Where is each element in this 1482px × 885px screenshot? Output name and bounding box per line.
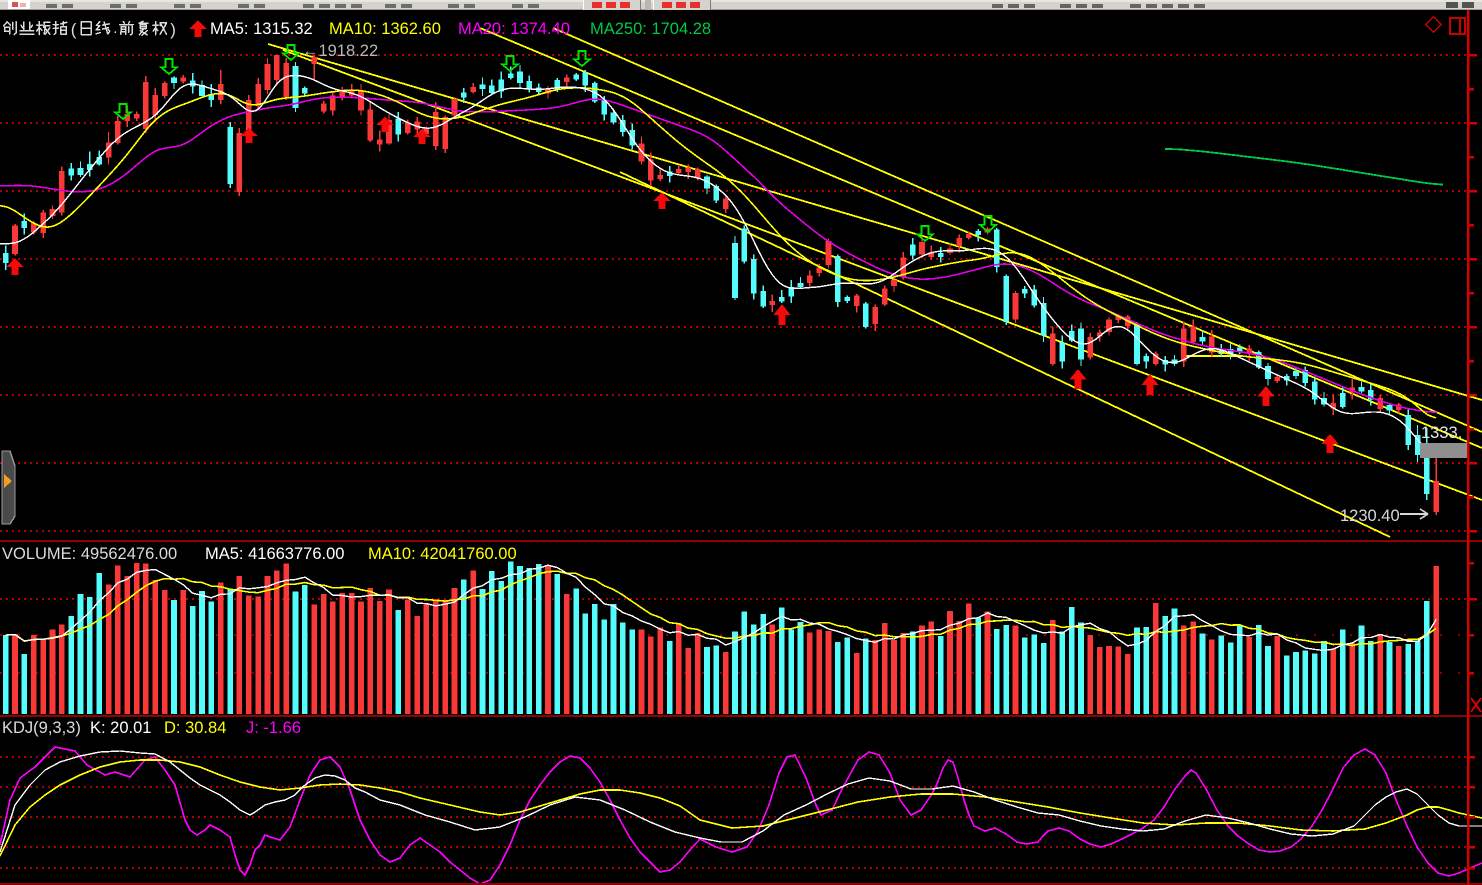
svg-text:(: ( xyxy=(71,20,77,39)
svg-text:1333.: 1333. xyxy=(1421,424,1462,442)
svg-text:MA10: 42041760.00: MA10: 42041760.00 xyxy=(368,545,517,563)
svg-text:J: -1.66: J: -1.66 xyxy=(246,719,301,737)
svg-text:←1918.22: ←1918.22 xyxy=(302,42,378,60)
svg-text:MA250: 1704.28: MA250: 1704.28 xyxy=(590,20,711,38)
svg-text:K: 20.01: K: 20.01 xyxy=(90,719,151,737)
svg-text:VOLUME: 49562476.00: VOLUME: 49562476.00 xyxy=(2,545,177,563)
svg-text:MA20: 1374.40: MA20: 1374.40 xyxy=(458,20,570,38)
svg-text:MA5: 1315.32: MA5: 1315.32 xyxy=(210,20,313,38)
svg-text:D: 30.84: D: 30.84 xyxy=(164,719,226,737)
svg-text:MA10: 1362.60: MA10: 1362.60 xyxy=(329,20,441,38)
svg-text:KDJ(9,3,3): KDJ(9,3,3) xyxy=(2,719,81,737)
svg-text:MA5: 41663776.00: MA5: 41663776.00 xyxy=(205,545,344,563)
svg-text:.: . xyxy=(113,20,117,37)
svg-text:1230.40: 1230.40 xyxy=(1340,507,1400,525)
svg-text:): ) xyxy=(170,20,176,39)
